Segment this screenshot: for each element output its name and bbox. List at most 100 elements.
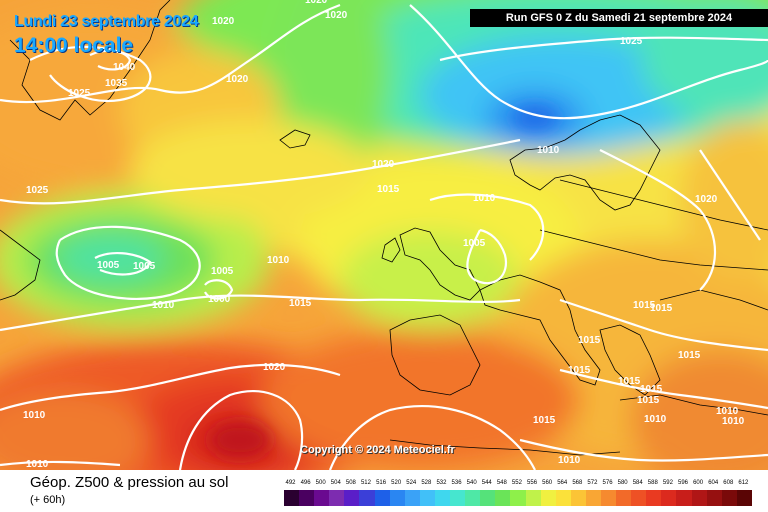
isobar-label: 1005 [463, 238, 486, 249]
scale-label: 544 [481, 480, 492, 486]
isobar-label: 1010 [537, 145, 560, 156]
model-run-label: Run GFS 0 Z du Samedi 21 septembre 2024 [470, 9, 768, 27]
isobar-label: 1035 [105, 78, 128, 89]
scale-swatch [465, 490, 481, 506]
scale-swatch [389, 490, 405, 506]
forecast-date: Lundi 23 septembre 2024 [14, 13, 199, 30]
geopotential-field [0, 0, 768, 470]
isobar-label: 1015 [377, 184, 400, 195]
isobar-label: 1010 [26, 459, 49, 470]
isobar-label: 1015 [637, 395, 660, 406]
scale-swatch [706, 490, 722, 506]
isobar-label: 1020 [212, 16, 235, 27]
color-scale-labels: 492 496 500 504 508 512 516 520 524 528 532 536 540 5… [282, 480, 754, 490]
isobar-labels: 1020 1020 1020 1040 1035 1025 1020 1025 … [23, 0, 745, 470]
isobar-label: 1010 [558, 455, 581, 466]
scale-label: 596 [678, 480, 689, 486]
isobars [0, 3, 768, 470]
scale-swatch [314, 490, 330, 506]
scale-swatch [616, 490, 632, 506]
scale-swatch [631, 490, 647, 506]
isobar-label: 1010 [644, 414, 667, 425]
scale-swatch [284, 490, 300, 506]
scale-swatch [359, 490, 375, 506]
scale-label: 580 [617, 480, 628, 486]
coastlines [0, 0, 768, 456]
scale-label: 572 [587, 480, 598, 486]
isobar-label: 1005 [133, 261, 156, 272]
scale-swatch [691, 490, 707, 506]
scale-swatch [721, 490, 737, 506]
scale-label: 496 [300, 480, 311, 486]
scale-label: 564 [557, 480, 568, 486]
scale-swatch [540, 490, 556, 506]
isobar-label: 1015 [633, 300, 656, 311]
scale-label: 520 [391, 480, 402, 486]
isobar-label: 1020 [325, 10, 348, 21]
isobar-label: 1015 [533, 415, 556, 426]
isobar-label: 1010 [152, 300, 175, 311]
scale-label: 588 [647, 480, 658, 486]
scale-swatch [736, 490, 752, 506]
scale-swatch [344, 490, 360, 506]
scale-label: 528 [421, 480, 432, 486]
scale-label: 556 [527, 480, 538, 486]
scale-label: 568 [572, 480, 583, 486]
scale-swatch [299, 490, 315, 506]
scale-swatch [434, 490, 451, 506]
scale-swatch [585, 490, 601, 506]
scale-swatch [600, 490, 617, 506]
scale-label: 508 [345, 480, 356, 486]
scale-swatch [570, 490, 586, 506]
isobar-label: 1010 [267, 255, 290, 266]
scale-label: 600 [693, 480, 704, 486]
map-canvas: 1020 1020 1020 1040 1035 1025 1020 1025 … [0, 0, 768, 470]
scale-swatch [646, 490, 662, 506]
isobar-label: 1015 [678, 350, 701, 361]
scale-label: 500 [315, 480, 326, 486]
scale-swatch [450, 490, 466, 506]
isobar-label: 1020 [263, 362, 286, 373]
scale-swatch [676, 490, 692, 506]
isobar-label: 1020 [372, 159, 395, 170]
scale-swatch [329, 490, 345, 506]
isobar-label: 1010 [722, 416, 745, 427]
forecast-time: 14:00 locale [14, 34, 134, 57]
isobar-label: 1015 [289, 298, 312, 309]
scale-label: 492 [285, 480, 296, 486]
scale-label: 536 [451, 480, 462, 486]
scale-label: 604 [708, 480, 719, 486]
scale-swatch [525, 490, 541, 506]
isobar-label: 1020 [305, 0, 328, 6]
scale-swatch [661, 490, 677, 506]
scale-swatch [419, 490, 435, 506]
map-title: Géop. Z500 & pression au sol [30, 474, 229, 491]
isobar-label: 1025 [26, 185, 49, 196]
forecast-offset: (+ 60h) [30, 494, 66, 506]
isobar-label: 1005 [211, 266, 234, 277]
scale-label: 548 [496, 480, 507, 486]
scale-label: 584 [632, 480, 643, 486]
isobar-label: 1000 [208, 294, 231, 305]
weather-map: 1020 1020 1020 1040 1035 1025 1020 1025 … [0, 0, 768, 470]
scale-label: 560 [542, 480, 553, 486]
scale-swatch [374, 490, 390, 506]
scale-label: 576 [602, 480, 613, 486]
isobar-label: 1025 [68, 88, 91, 99]
scale-swatch [404, 490, 420, 506]
color-scale [284, 490, 752, 506]
copyright-notice: Copyright © 2024 Meteociel.fr [300, 444, 455, 456]
scale-label: 524 [406, 480, 417, 486]
isobar-label: 1015 [640, 384, 663, 395]
scale-label: 552 [511, 480, 522, 486]
isobar-label: 1015 [578, 335, 601, 346]
scale-swatch [495, 490, 511, 506]
scale-label: 532 [436, 480, 447, 486]
isobar-label: 1015 [618, 376, 641, 387]
scale-label: 612 [738, 480, 749, 486]
scale-label: 592 [662, 480, 673, 486]
isobar-label: 1025 [620, 36, 643, 47]
isobar-label: 1005 [97, 260, 120, 271]
isobar-label: 1015 [568, 365, 591, 376]
isobar-label: 1040 [113, 62, 136, 73]
